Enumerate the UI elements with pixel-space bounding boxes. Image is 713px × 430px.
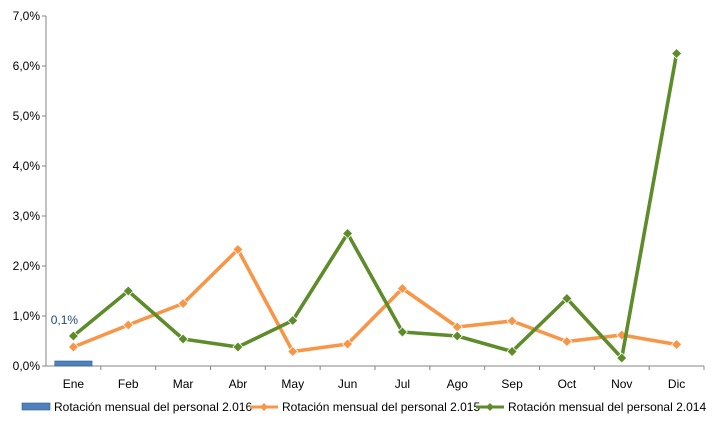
legend-entry-2: Rotación mensual del personal 2.014: [476, 400, 706, 414]
data-labels: 0,1%: [51, 313, 79, 327]
series-point-may: [287, 314, 299, 327]
series-point-dic: [671, 47, 683, 60]
x-tick-label-jun: Jun: [338, 377, 357, 391]
series-point-sep: [506, 315, 518, 327]
series-point-abr: [232, 243, 244, 256]
series-point-jun: [342, 338, 354, 350]
x-tick-label-feb: Feb: [118, 377, 139, 391]
y-tick-label: 5,0%: [13, 109, 41, 123]
y-tick-label: 0,0%: [13, 359, 41, 373]
y-tick-label: 1,0%: [13, 309, 41, 323]
legend-entry-0: Rotación mensual del personal 2.016: [21, 400, 252, 414]
x-tick-label-oct: Oct: [558, 377, 577, 391]
line-series: [67, 47, 683, 364]
x-tick-label-dic: Dic: [668, 377, 685, 391]
series-point-jul: [396, 282, 408, 295]
series-point-feb: [122, 319, 134, 331]
bar-data-label: 0,1%: [51, 313, 79, 327]
series-point-oct: [561, 335, 573, 348]
series-point-mar: [177, 297, 189, 310]
y-tick-label: 7,0%: [13, 9, 41, 23]
legend-label: Rotación mensual del personal 2.016: [54, 400, 252, 414]
legend-marker: [486, 403, 494, 411]
legend-entry-1: Rotación mensual del personal 2.015: [250, 400, 480, 414]
series-point-ago: [451, 330, 463, 342]
x-tick-label-jul: Jul: [395, 377, 410, 391]
legend-marker: [260, 403, 268, 411]
series-point-dic: [671, 338, 683, 351]
x-tick-label-mar: Mar: [173, 377, 194, 391]
legend: Rotación mensual del personal 2.016 Rotac…: [21, 400, 706, 414]
series-point-feb: [122, 285, 134, 297]
y-tick-label: 2,0%: [13, 259, 41, 273]
series-point-mar: [177, 333, 189, 345]
x-tick-label-nov: Nov: [611, 377, 632, 391]
x-tick-label-abr: Abr: [229, 377, 248, 391]
series-point-abr: [232, 341, 244, 353]
series-point-nov: [616, 352, 628, 364]
series-line-0: [72, 247, 677, 354]
x-tick-label-may: May: [281, 377, 304, 391]
bar-ene: [54, 360, 93, 367]
x-tick-label-ago: Ago: [447, 377, 469, 391]
x-tick-label-sep: Sep: [501, 377, 523, 391]
series-point-may: [287, 345, 299, 358]
y-tick-label: 6,0%: [13, 59, 41, 73]
series-point-jun: [342, 227, 354, 240]
legend-swatch: [21, 402, 51, 411]
y-tick-label: 3,0%: [13, 209, 41, 223]
x-tick-label-ene: Ene: [63, 377, 85, 391]
legend-label: Rotación mensual del personal 2.014: [508, 400, 706, 414]
series-point-oct: [561, 292, 573, 305]
x-axis-tick-labels: Ene Feb Mar Abr May Jun Jul Ago Sep Oct Nov Dic: [63, 366, 705, 391]
series-point-jul: [396, 326, 408, 338]
bar-series: [54, 360, 93, 367]
legend-label: Rotación mensual del personal 2.015: [282, 400, 480, 414]
y-tick-label: 4,0%: [13, 159, 41, 173]
series-line-1: [72, 53, 679, 360]
series-point-ene: [67, 330, 79, 342]
series-point-ene: [67, 341, 79, 353]
y-axis-tick-labels: 0,0% 1,0% 2,0% 3,0% 4,0% 5,0% 6,0% 7,0%: [13, 9, 46, 373]
series-point-sep: [506, 345, 518, 358]
